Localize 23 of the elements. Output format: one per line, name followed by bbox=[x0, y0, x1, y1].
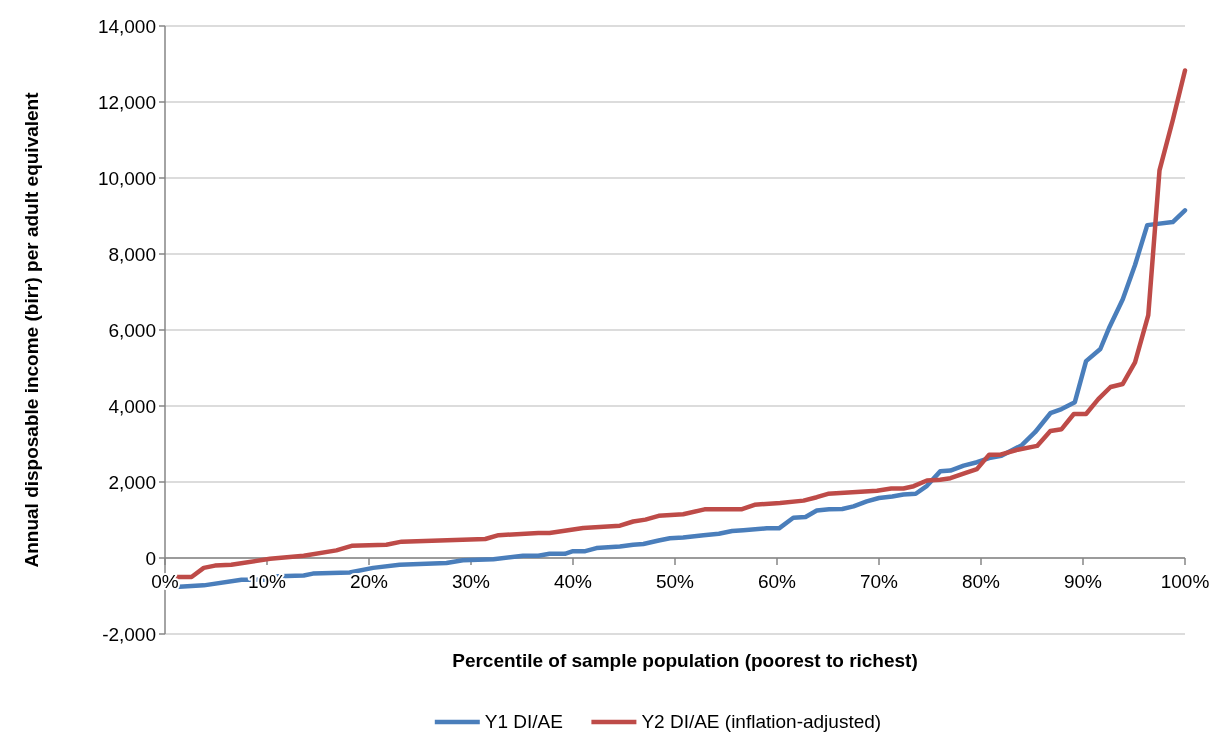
legend-label: Y2 DI/AE (inflation-adjusted) bbox=[641, 711, 882, 732]
x-tick-label: 30% bbox=[451, 571, 491, 592]
x-tick-label: 90% bbox=[1063, 571, 1103, 592]
x-tick-label: 40% bbox=[553, 571, 593, 592]
y-tick-label: 10,000 bbox=[97, 167, 156, 189]
y-tick-label: 0 bbox=[145, 547, 156, 569]
y-tick-label: 4,000 bbox=[108, 395, 156, 417]
legend-label: Y1 DI/AE bbox=[484, 711, 563, 732]
y-tick-label: 12,000 bbox=[97, 91, 156, 113]
x-tick-label: 50% bbox=[655, 571, 695, 592]
y-tick-label: -2,000 bbox=[102, 623, 156, 645]
y-tick-label: 2,000 bbox=[108, 471, 156, 493]
y-axis-title: Annual disposable income (birr) per adult equivalent bbox=[21, 91, 42, 568]
y-tick-label: 8,000 bbox=[108, 243, 156, 265]
x-tick-label: 70% bbox=[859, 571, 899, 592]
x-tick-label: 0% bbox=[151, 571, 179, 592]
y-tick-label: 14,000 bbox=[97, 15, 156, 37]
x-tick-label: 60% bbox=[757, 571, 797, 592]
x-axis-title: Percentile of sample population (poorest to richest) bbox=[452, 650, 918, 671]
x-tick-label: 80% bbox=[961, 571, 1001, 592]
x-tick-label: 20% bbox=[349, 571, 389, 592]
x-tick-label: 100% bbox=[1160, 571, 1210, 592]
y-tick-label: 6,000 bbox=[108, 319, 156, 341]
